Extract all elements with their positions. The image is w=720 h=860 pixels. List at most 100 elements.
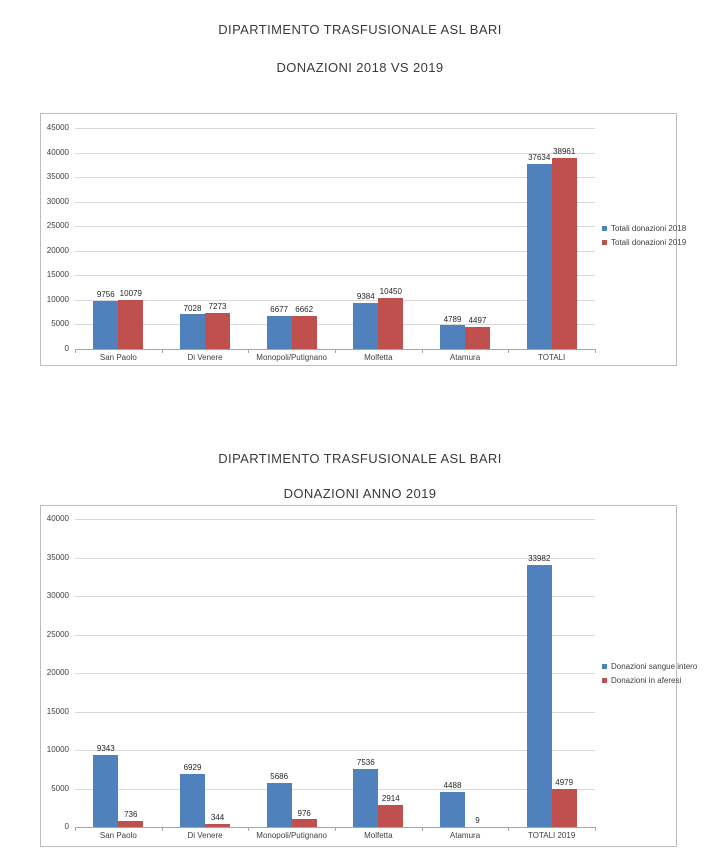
bar-value-label: 5686 [270,772,289,782]
category-label: Monopoli/Putignano [256,831,327,840]
bar-value-label: 4488 [443,781,462,791]
bar-series2 [118,299,144,349]
bar-series1 [526,565,552,827]
gridline [75,519,595,520]
bar-value-label: 976 [297,808,311,818]
y-axis-tick-label: 0 [64,822,69,831]
bar-value-label: 2914 [381,793,400,803]
y-axis-tick-label: 10000 [46,745,69,754]
bar-series1 [440,792,465,827]
bar-value-label: 7273 [208,302,227,312]
bar-series2 [205,824,230,827]
y-axis-tick-label: 20000 [46,245,69,255]
bar-series2 [465,326,490,349]
y-axis-tick-label: 25000 [46,221,69,231]
category-axis-tick [335,349,336,353]
category-axis-tick [335,827,336,831]
bar-value-label: 4789 [443,314,462,324]
bar-value-label: 9 [475,815,480,825]
category-axis-tick [248,827,250,831]
gridline [75,324,595,326]
category-axis-tick [161,349,163,353]
bar-value-label: 6677 [270,305,289,315]
category-label: San Paolo [99,353,137,362]
legend-label: Totali donazioni 2018 [611,223,687,233]
category-axis-tick [248,349,250,353]
gridline [75,557,595,559]
category-axis-tick [75,827,76,831]
gridline [75,201,595,203]
legend-label: Donazioni in aferesi [611,675,682,685]
legend-marker-icon [602,239,607,245]
y-axis-tick-label: 45000 [46,123,69,132]
y-axis-tick-label: 15000 [46,270,69,280]
bar-series2 [551,788,577,827]
bar-series2 [378,297,404,349]
chart2-subtitle: DONAZIONI ANNO 2019 [283,486,437,501]
category-label: TOTALI [538,353,566,362]
category-label: Atamura [449,831,481,840]
bar-series1 [353,302,379,349]
y-axis-tick-label: 0 [64,344,69,353]
category-axis-tick [421,349,423,353]
bar-value-label: 6662 [295,305,314,315]
gridline [75,275,595,277]
bar-value-label: 33982 [528,554,551,564]
bar-series2 [205,313,230,349]
legend-item: Donazioni in aferesi [602,675,681,685]
bar-value-label: 37634 [528,153,551,163]
legend-marker-icon [602,677,607,683]
y-axis-tick-label: 30000 [46,196,69,206]
gridline [75,226,595,228]
bar-series1 [440,325,465,349]
bar-value-label: 4497 [468,315,487,325]
gridline [75,299,595,301]
bar-value-label: 38961 [553,146,576,156]
bar-series1 [93,755,119,827]
y-axis-tick-label: 10000 [46,294,69,304]
legend-marker-icon [602,225,607,231]
gridline [75,673,595,674]
bar-value-label: 10450 [379,286,402,296]
gridline [75,177,595,179]
gridline [75,128,595,129]
chart2-title: DIPARTIMENTO TRASFUSIONALE ASL BARI [218,451,502,466]
y-axis-tick-label: 15000 [46,706,69,716]
category-label: Di Venere [187,831,223,840]
bar-value-label: 9343 [96,744,115,754]
legend-label: Totali donazioni 2019 [611,237,687,247]
category-axis-tick [161,827,163,831]
category-label: Atamura [449,353,481,362]
y-axis-tick-label: 5000 [51,783,69,793]
bar-series2 [291,316,317,349]
gridline [75,250,595,252]
bar-value-label: 10079 [119,288,142,298]
y-axis-tick-label: 25000 [46,629,69,639]
category-axis-tick [421,827,423,831]
category-label: Di Venere [187,353,223,362]
category-axis-tick [508,349,510,353]
bar-series1 [180,773,205,827]
bar-series2 [118,821,144,827]
y-axis-tick-label: 35000 [46,552,69,562]
chart1-title: DIPARTIMENTO TRASFUSIONALE ASL BARI [218,22,502,37]
bar-series2 [291,819,317,827]
gridline [75,634,595,636]
bar-series1 [180,314,205,349]
bar-value-label: 344 [210,813,225,823]
bar-series1 [353,768,379,827]
category-axis-tick [595,827,596,831]
bar-series1 [266,783,292,827]
bar-value-label: 736 [124,810,138,820]
bar-series2 [378,804,404,827]
category-axis-tick [508,827,510,831]
category-label: Molfetta [364,831,393,840]
chart-donazioni-2018-vs-2019: 0 5000 10000 15000 20000 25000 30000 35000 40000… [40,113,686,366]
bar-value-label: 4979 [555,777,574,787]
chart1-subtitle: DONAZIONI 2018 VS 2019 [276,60,444,75]
gridline [75,152,595,154]
category-axis-tick [595,349,596,353]
bar-value-label: 9756 [96,290,115,300]
legend-item: Totali donazioni 2019 [602,237,686,247]
